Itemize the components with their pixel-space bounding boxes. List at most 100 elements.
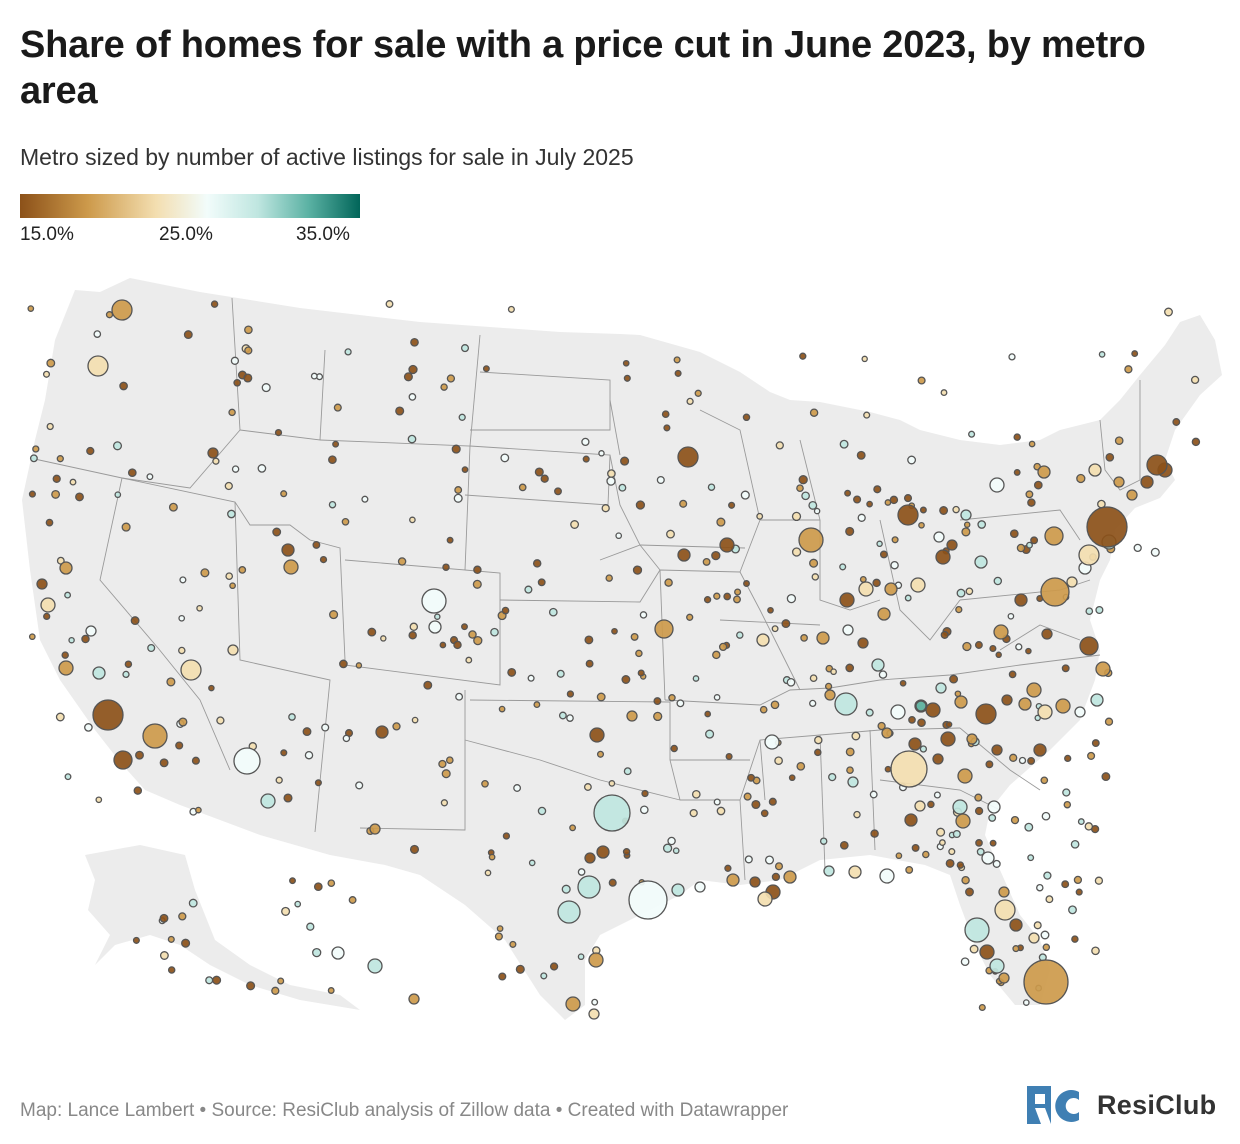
metro-bubble — [95, 796, 103, 804]
metro-bubble — [451, 444, 461, 454]
metro-bubble — [809, 699, 817, 708]
metro-bubble — [524, 585, 533, 594]
metro-bubble — [585, 659, 594, 668]
metro-bubble — [884, 582, 898, 596]
metro-bubble — [637, 669, 645, 677]
metro-bubble — [598, 450, 605, 457]
metro-bubble — [615, 532, 623, 540]
metro-bubble — [719, 537, 735, 553]
metro-bubble — [1098, 351, 1106, 358]
metro-bubble — [1150, 547, 1160, 557]
metro-bubble — [68, 636, 75, 644]
metro-bubble — [569, 824, 577, 832]
metro-bubble — [1101, 772, 1111, 782]
metro-bubble — [889, 495, 899, 505]
metro-bubble — [917, 376, 926, 385]
metro-bubble — [872, 578, 881, 588]
metro-bubble — [1015, 643, 1023, 651]
metro-bubble — [43, 612, 51, 621]
metro-bubble — [528, 859, 536, 867]
metro-bubble — [331, 946, 345, 960]
metro-bubble — [816, 631, 830, 645]
metro-bubble — [501, 606, 510, 615]
metro-bubble — [257, 464, 267, 473]
metro-bubble — [667, 836, 676, 846]
metro-bubble — [1085, 607, 1094, 616]
metro-bubble — [556, 669, 565, 678]
metro-bubble — [858, 581, 874, 597]
metro-bubble — [989, 839, 997, 847]
metro-bubble — [992, 859, 1001, 868]
metro-bubble — [1071, 935, 1079, 943]
metro-bubble — [962, 641, 972, 652]
metro-bubble — [1061, 880, 1070, 889]
metro-bubble — [133, 786, 143, 795]
metro-bubble — [231, 465, 240, 473]
metro-bubble — [212, 975, 222, 985]
metro-bubble — [847, 776, 859, 788]
metro-bubble — [933, 531, 945, 543]
metro-bubble — [1087, 751, 1096, 760]
metro-bubble — [716, 517, 726, 527]
metro-bubble — [205, 976, 214, 985]
metro-bubble — [974, 555, 988, 569]
metro-bubble — [502, 832, 511, 840]
metro-bubble — [61, 651, 69, 659]
metro-bubble — [341, 517, 350, 526]
metro-bubble — [534, 467, 544, 477]
metro-bubble — [498, 705, 506, 713]
metro-bubble — [1024, 822, 1034, 832]
metro-bubble — [915, 700, 927, 712]
metro-bubble — [694, 881, 706, 893]
metro-bubble — [666, 529, 675, 539]
metro-bubble — [227, 644, 239, 656]
metro-bubble — [453, 640, 462, 650]
metro-bubble — [142, 723, 168, 749]
metro-bubble — [935, 682, 947, 694]
metro-bubble — [42, 370, 51, 378]
metro-bubble — [877, 721, 886, 731]
metro-bubble — [395, 406, 405, 416]
metro-bubble — [380, 635, 387, 642]
metro-bubble — [409, 844, 420, 854]
metro-bubble — [863, 411, 871, 419]
metro-bubble — [482, 365, 490, 373]
metro-bubble — [813, 507, 821, 515]
metro-bubble — [965, 587, 974, 596]
metro-bubble — [392, 722, 401, 731]
metro-bubble — [884, 765, 892, 773]
metro-bubble — [1124, 365, 1133, 374]
metro-bubble — [1040, 930, 1050, 940]
metro-bubble — [593, 794, 631, 832]
metro-bubble — [922, 850, 930, 859]
metro-bubble — [1036, 883, 1044, 892]
metro-bubble — [639, 805, 649, 815]
metro-bubble — [280, 749, 288, 757]
metro-bubble — [314, 779, 322, 787]
metro-bubble — [509, 940, 517, 948]
metro-bubble — [1045, 895, 1054, 904]
metro-bubble — [927, 800, 935, 809]
metro-bubble — [46, 358, 56, 368]
metro-bubble — [664, 578, 673, 587]
metro-bubble — [132, 936, 140, 944]
metro-bubble — [408, 993, 420, 1005]
metro-bubble — [339, 659, 348, 669]
metro-bubble — [1061, 664, 1070, 673]
metro-bubble — [839, 840, 849, 850]
metro-bubble — [440, 799, 449, 807]
metro-bubble — [995, 651, 1002, 659]
metro-bubble — [200, 568, 210, 578]
metro-bubble — [434, 613, 441, 620]
metro-bubble — [985, 760, 994, 769]
metro-bubble — [955, 605, 963, 614]
metro-bubble — [1042, 943, 1051, 952]
metro-bubble — [1033, 480, 1043, 490]
metro-bubble — [216, 716, 225, 725]
metro-bubble — [281, 543, 295, 557]
metro-bubble — [294, 900, 302, 908]
metro-bubble — [839, 439, 849, 449]
metro-bubble — [507, 667, 517, 677]
metro-bubble — [890, 704, 906, 720]
metro-bubble — [823, 865, 835, 877]
